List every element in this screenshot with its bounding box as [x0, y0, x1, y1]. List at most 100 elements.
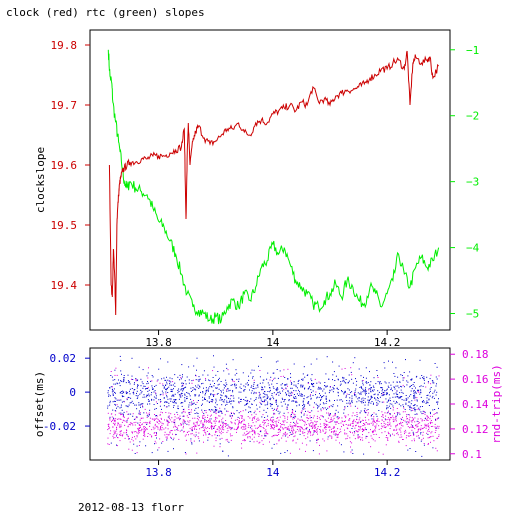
- offset-series-point: [399, 381, 401, 383]
- offset-series-point: [364, 404, 366, 406]
- rndtrip-series-point: [383, 426, 385, 428]
- rndtrip-series-point: [108, 428, 110, 430]
- rndtrip-series-point: [218, 435, 220, 437]
- offset-series-point: [140, 378, 142, 380]
- rndtrip-series-point: [209, 418, 211, 420]
- rndtrip-series-point: [203, 424, 205, 426]
- rndtrip-series-point: [274, 434, 276, 436]
- rndtrip-series-point: [202, 424, 203, 426]
- offset-series-point: [276, 387, 278, 389]
- offset-series-point: [280, 401, 282, 403]
- offset-series-point: [312, 450, 314, 452]
- offset-series-point: [390, 389, 392, 391]
- rndtrip-series-point: [281, 427, 283, 429]
- offset-series-point: [264, 417, 266, 418]
- offset-series-point: [360, 393, 362, 395]
- rndtrip-series-point: [408, 435, 409, 437]
- offset-series-point: [259, 394, 261, 396]
- rndtrip-series-point: [272, 410, 274, 411]
- rndtrip-series-point: [215, 437, 217, 439]
- offset-series-point: [322, 407, 324, 409]
- offset-series-point: [371, 414, 373, 415]
- offset-series-point: [123, 411, 125, 413]
- offset-series-point: [137, 384, 139, 386]
- rndtrip-series-point: [324, 432, 326, 434]
- rndtrip-series-point: [183, 410, 185, 412]
- offset-series-point: [267, 396, 269, 398]
- rndtrip-series-point: [415, 432, 417, 433]
- offset-series-point: [207, 389, 209, 391]
- rndtrip-series-point: [286, 407, 288, 409]
- offset-series-point: [395, 392, 397, 394]
- offset-series-point: [324, 382, 326, 383]
- rndtrip-series-point: [350, 431, 351, 433]
- offset-series-point: [342, 400, 344, 402]
- rndtrip-series-point: [420, 429, 421, 431]
- rndtrip-series-point: [139, 428, 140, 429]
- rndtrip-series-point: [294, 414, 296, 416]
- offset-series-point: [243, 385, 245, 387]
- rndtrip-series-point: [249, 437, 251, 439]
- offset-series-point: [271, 407, 273, 409]
- rndtrip-series-point: [415, 424, 417, 426]
- bottom-xtick-label: 14: [266, 466, 280, 479]
- rndtrip-series-point: [271, 436, 273, 438]
- offset-series-point: [195, 434, 197, 436]
- rndtrip-series-point: [425, 419, 427, 421]
- rndtrip-series-point: [304, 432, 306, 434]
- rndtrip-series-point: [299, 429, 301, 431]
- rndtrip-series-point: [405, 445, 407, 447]
- offset-series-point: [182, 390, 184, 392]
- rndtrip-series-point: [244, 440, 246, 442]
- offset-series-point: [252, 385, 254, 387]
- rndtrip-series-point: [387, 438, 389, 440]
- offset-series-point: [173, 399, 175, 401]
- rndtrip-series-point: [317, 426, 319, 428]
- offset-series-point: [194, 413, 196, 414]
- offset-series-point: [355, 388, 357, 390]
- offset-series-point: [218, 383, 220, 385]
- rndtrip-series-point: [362, 428, 363, 430]
- offset-series-point: [190, 387, 192, 389]
- rndtrip-series-point: [182, 419, 184, 421]
- rndtrip-series-point: [375, 425, 377, 427]
- offset-series-point: [415, 409, 417, 410]
- rndtrip-series-point: [380, 423, 382, 425]
- offset-series-point: [213, 385, 215, 387]
- rndtrip-series-point: [274, 426, 275, 428]
- rndtrip-series-point: [309, 430, 310, 432]
- rndtrip-series-point: [314, 431, 316, 432]
- rndtrip-series-point: [274, 413, 276, 415]
- rndtrip-series-point: [434, 432, 436, 433]
- offset-series-point: [167, 392, 169, 393]
- rndtrip-series-point: [252, 417, 254, 419]
- rndtrip-series-point: [219, 446, 221, 448]
- offset-series-point: [235, 384, 237, 386]
- rndtrip-series-point: [365, 428, 367, 430]
- offset-series-point: [166, 376, 167, 378]
- rndtrip-series-point: [338, 433, 339, 435]
- offset-series-point: [435, 419, 436, 421]
- offset-series-point: [308, 401, 310, 403]
- rndtrip-series-point: [107, 424, 109, 426]
- offset-series-point: [299, 433, 301, 435]
- offset-series-point: [180, 393, 182, 395]
- offset-series-point: [351, 397, 353, 399]
- rndtrip-series-point: [281, 424, 283, 425]
- rndtrip-series-point: [243, 427, 245, 429]
- offset-series-point: [222, 450, 224, 452]
- offset-series-point: [203, 412, 205, 414]
- rndtrip-series-point: [161, 429, 163, 431]
- rndtrip-series-point: [110, 430, 112, 432]
- rndtrip-series-point: [287, 416, 289, 418]
- offset-series-point: [116, 382, 118, 384]
- rndtrip-series-point: [265, 419, 267, 421]
- rndtrip-series-point: [289, 426, 291, 427]
- rndtrip-series-point: [402, 422, 404, 423]
- rndtrip-series-point: [227, 440, 229, 442]
- offset-series-point: [410, 403, 412, 405]
- rndtrip-series-point: [204, 420, 206, 422]
- offset-series-point: [190, 404, 192, 406]
- offset-series-point: [212, 377, 214, 378]
- rndtrip-series-point: [388, 423, 390, 425]
